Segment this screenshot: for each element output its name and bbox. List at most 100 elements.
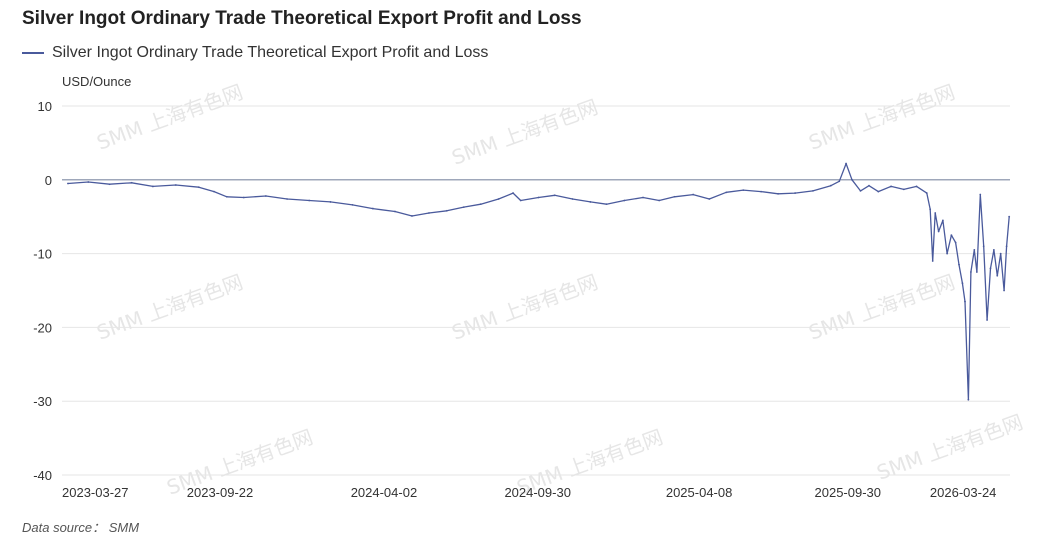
data-point bbox=[553, 194, 556, 197]
y-axis-unit-label: USD/Ounce bbox=[62, 74, 132, 89]
data-point bbox=[692, 193, 695, 196]
data-point bbox=[87, 181, 90, 183]
data-point bbox=[838, 180, 841, 183]
data-point bbox=[742, 189, 745, 192]
data-point bbox=[929, 208, 932, 211]
data-point bbox=[992, 249, 995, 251]
data-point bbox=[571, 198, 574, 200]
data-point bbox=[986, 319, 988, 321]
data-point bbox=[1005, 245, 1008, 248]
data-point bbox=[979, 193, 982, 196]
chart-title: Silver Ingot Ordinary Trade Theoretical … bbox=[22, 8, 582, 29]
data-point bbox=[941, 219, 944, 222]
data-point bbox=[1008, 215, 1011, 218]
data-point bbox=[642, 196, 644, 199]
data-point bbox=[589, 201, 592, 203]
data-point bbox=[197, 186, 200, 189]
x-tick-label: 2026-03-24 bbox=[930, 485, 997, 500]
data-point bbox=[964, 300, 966, 303]
y-tick-label: -20 bbox=[33, 320, 52, 335]
data-point bbox=[428, 212, 430, 214]
data-point bbox=[1003, 289, 1005, 292]
data-point bbox=[445, 209, 448, 212]
x-axis-ticks: 2023-03-27 2023-09-22 2024-04-02 2024-09-30… bbox=[62, 485, 996, 500]
data-point bbox=[845, 162, 847, 165]
data-point bbox=[958, 263, 960, 266]
series-layer bbox=[67, 162, 1011, 401]
data-point bbox=[497, 198, 500, 200]
data-point bbox=[264, 195, 267, 197]
data-point bbox=[658, 199, 661, 202]
data-point bbox=[851, 178, 853, 181]
x-tick-label: 2023-09-22 bbox=[187, 485, 254, 500]
data-point bbox=[213, 190, 215, 193]
watermark-text: SMM 上海有色网 bbox=[874, 410, 1027, 485]
data-point bbox=[308, 199, 311, 202]
y-tick-label: 10 bbox=[38, 99, 52, 114]
data-point bbox=[989, 267, 992, 270]
data-point bbox=[462, 206, 465, 209]
y-tick-label: -30 bbox=[33, 394, 52, 409]
data-point bbox=[673, 195, 676, 198]
data-point bbox=[794, 192, 796, 194]
data-point bbox=[890, 185, 892, 188]
data-point bbox=[329, 201, 332, 203]
watermark-text: SMM 上海有色网 bbox=[94, 80, 247, 155]
data-point bbox=[982, 245, 985, 248]
watermark-text: SMM 上海有色网 bbox=[449, 270, 602, 345]
data-point bbox=[67, 182, 69, 185]
legend[interactable]: Silver Ingot Ordinary Trade Theoretical … bbox=[22, 43, 488, 63]
data-point bbox=[950, 234, 953, 237]
data-point bbox=[151, 185, 154, 188]
legend-label: Silver Ingot Ordinary Trade Theoretical … bbox=[52, 44, 489, 61]
watermark-layer: SMM 上海有色网 SMM 上海有色网 SMM 上海有色网 SMM 上海有色网 SMM … bbox=[94, 80, 1027, 500]
legend-swatch bbox=[22, 52, 44, 54]
data-point bbox=[225, 195, 228, 198]
data-point bbox=[512, 192, 514, 194]
data-source-note: Data source： SMM bbox=[22, 520, 140, 535]
data-point bbox=[605, 203, 608, 206]
data-point bbox=[859, 189, 862, 192]
y-tick-label: 0 bbox=[45, 173, 52, 188]
data-point bbox=[725, 191, 728, 194]
data-point bbox=[946, 252, 949, 255]
x-tick-label: 2025-09-30 bbox=[815, 485, 882, 500]
data-point bbox=[479, 203, 482, 206]
data-point bbox=[999, 252, 1002, 255]
data-point bbox=[934, 212, 937, 214]
watermark-text: SMM 上海有色网 bbox=[94, 270, 247, 345]
data-point bbox=[537, 196, 540, 199]
data-point bbox=[623, 199, 626, 202]
x-tick-label: 2024-04-02 bbox=[351, 485, 418, 500]
data-point bbox=[961, 282, 964, 285]
y-tick-label: -10 bbox=[33, 247, 52, 262]
data-point bbox=[925, 192, 928, 194]
data-point bbox=[829, 184, 832, 187]
data-point bbox=[970, 271, 972, 273]
data-point bbox=[967, 398, 970, 401]
watermark-text: SMM 上海有色网 bbox=[806, 270, 959, 345]
data-point bbox=[931, 260, 934, 262]
series-line bbox=[67, 162, 1010, 401]
data-point bbox=[954, 241, 957, 244]
data-point bbox=[975, 271, 978, 273]
x-tick-label: 2024-09-30 bbox=[504, 485, 571, 500]
data-point bbox=[973, 249, 976, 251]
data-point bbox=[915, 185, 918, 188]
x-tick-label: 2023-03-27 bbox=[62, 485, 129, 500]
data-point bbox=[937, 230, 940, 233]
data-point bbox=[996, 274, 999, 277]
data-point bbox=[108, 183, 111, 186]
watermark-text: SMM 上海有色网 bbox=[806, 80, 959, 155]
data-point bbox=[777, 192, 779, 195]
data-point bbox=[902, 188, 905, 191]
data-point bbox=[174, 184, 177, 186]
data-point bbox=[877, 190, 880, 193]
y-axis-ticks: 10 0 -10 -20 -30 -40 bbox=[33, 99, 52, 483]
data-point bbox=[130, 181, 133, 184]
data-point bbox=[812, 189, 814, 192]
x-tick-label: 2025-04-08 bbox=[666, 485, 733, 500]
data-point bbox=[286, 198, 289, 200]
data-point bbox=[411, 215, 413, 217]
